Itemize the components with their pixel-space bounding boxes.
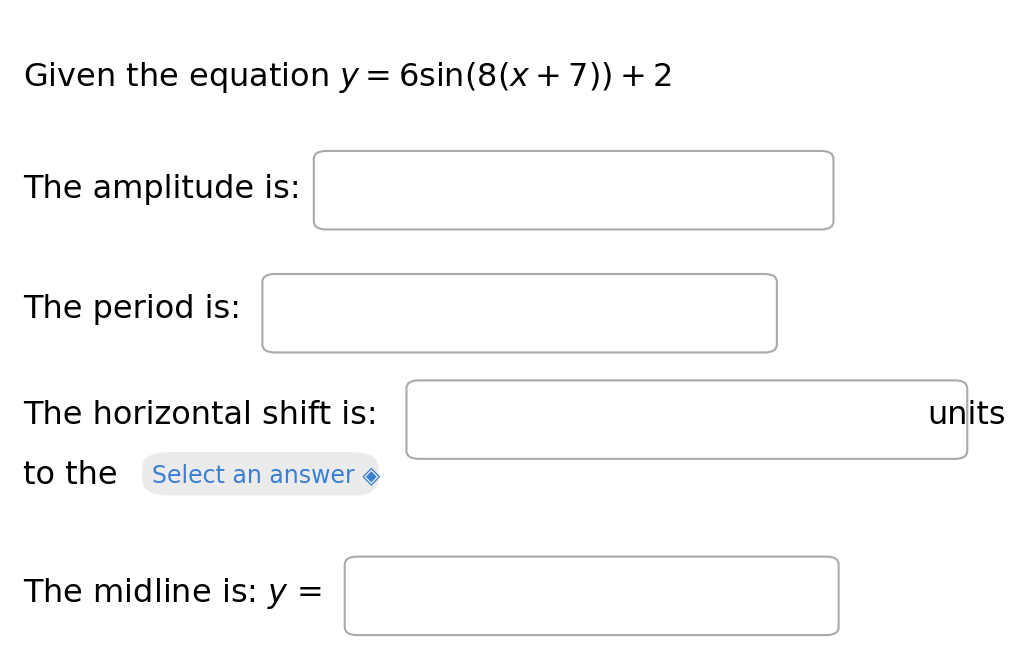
Text: The horizontal shift is:: The horizontal shift is: [23,400,378,431]
Text: The amplitude is:: The amplitude is: [23,174,300,205]
FancyBboxPatch shape [314,151,833,229]
Text: Given the equation $y = 6\sin(8(x + 7)) + 2$: Given the equation $y = 6\sin(8(x + 7)) … [23,60,671,95]
FancyBboxPatch shape [406,380,967,459]
Text: The midline is: $y$ =: The midline is: $y$ = [23,576,322,610]
FancyBboxPatch shape [262,274,777,352]
Text: units: units [928,400,1006,431]
Text: Select an answer ◈: Select an answer ◈ [152,464,381,487]
Text: The period is:: The period is: [23,294,241,325]
FancyBboxPatch shape [142,452,379,495]
Text: to the: to the [23,460,117,491]
FancyBboxPatch shape [345,557,839,635]
